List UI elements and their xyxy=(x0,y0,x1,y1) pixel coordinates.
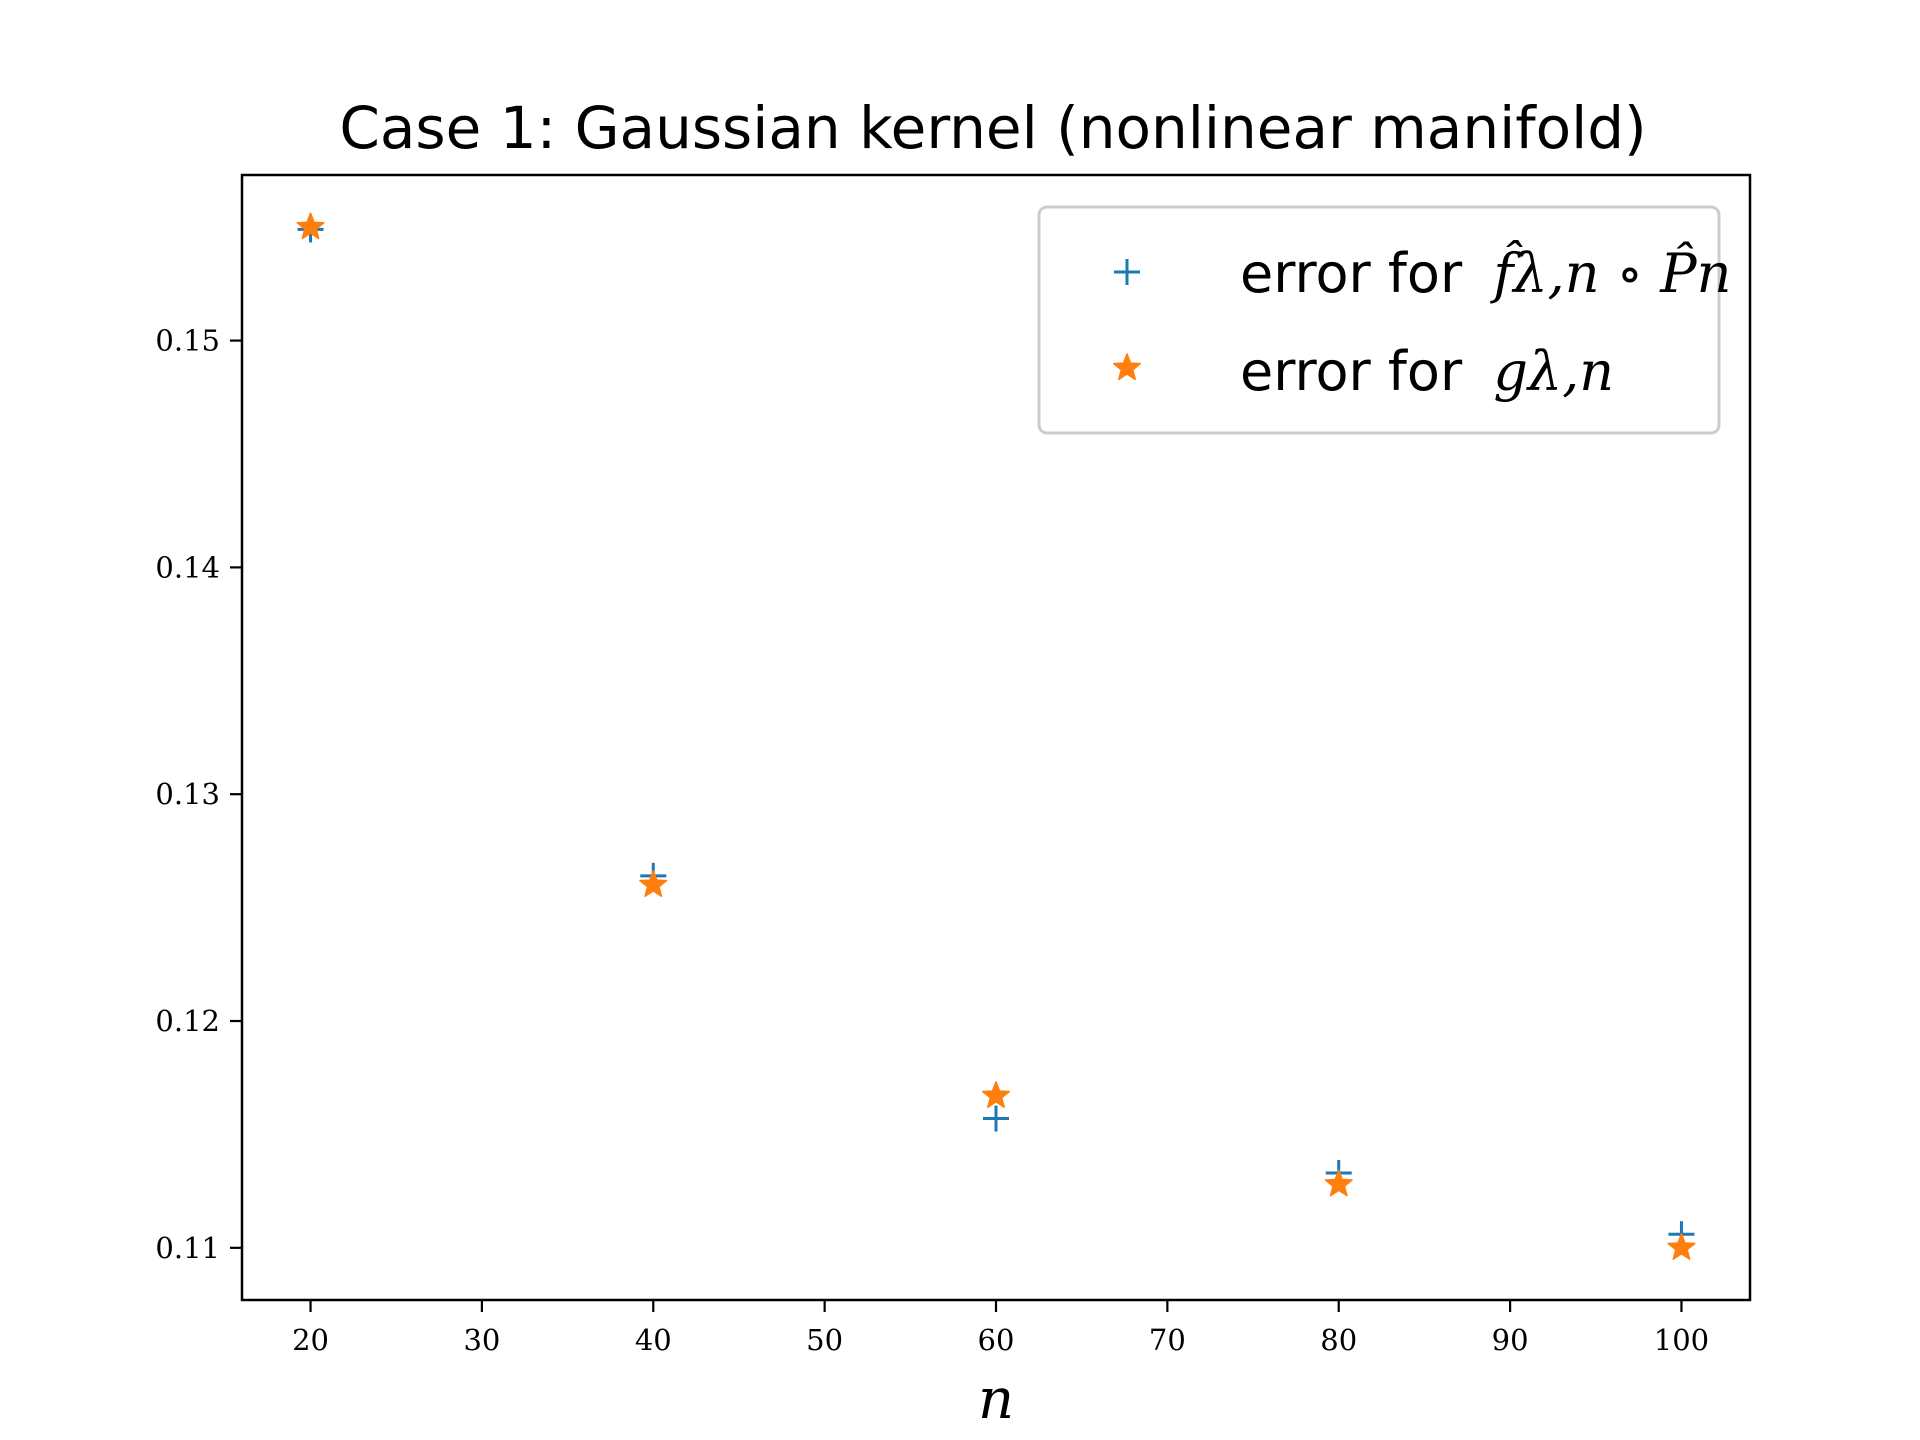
x-tick-label: 30 xyxy=(463,1323,500,1357)
x-tick-label: 70 xyxy=(1149,1323,1186,1357)
legend-label-series-2: error for gλ,n xyxy=(1240,340,1614,403)
x-tick-label: 50 xyxy=(806,1323,843,1357)
legend-label-series-2-text: error for xyxy=(1240,340,1463,403)
legend-label-series-1-math: f̂λ,n ∘ P̂n xyxy=(1489,239,1731,305)
legend-plus-icon xyxy=(1114,259,1140,285)
x-tick-label: 100 xyxy=(1654,1323,1709,1357)
legend-label-series-1: error for f̂λ,n ∘ P̂n xyxy=(1240,239,1731,305)
y-tick-label: 0.14 xyxy=(155,550,220,584)
y-tick-label: 0.15 xyxy=(155,324,220,358)
x-tick-label: 90 xyxy=(1492,1323,1529,1357)
data-point-series-1-plus xyxy=(983,1105,1009,1132)
legend-marker-series-2 xyxy=(1112,353,1142,381)
data-point-series-2-star xyxy=(296,212,325,240)
data-point-series-2-star xyxy=(1324,1169,1353,1197)
data-point-series-2-star xyxy=(639,870,668,898)
legend-label-series-2-math: gλ,n xyxy=(1493,340,1614,403)
y-tick-label: 0.11 xyxy=(155,1231,220,1265)
data-point-series-2-star xyxy=(981,1081,1011,1108)
legend: error for f̂λ,n ∘ P̂n error for gλ,n xyxy=(1037,205,1731,435)
data-point-series-2-star xyxy=(1667,1233,1696,1260)
chart-title: Case 1: Gaussian kernel (nonlinear manif… xyxy=(339,94,1646,162)
x-axis-label: n xyxy=(978,1367,1014,1432)
legend-box xyxy=(1037,205,1721,435)
legend-label-series-1-text: error for xyxy=(1240,242,1463,305)
x-tick-label: 60 xyxy=(978,1323,1015,1357)
data-points xyxy=(296,212,1696,1260)
x-axis: 20 30 40 50 60 70 80 90 100 xyxy=(292,1300,1709,1357)
y-axis: 0.11 0.12 0.13 0.14 0.15 xyxy=(155,324,242,1265)
x-tick-label: 80 xyxy=(1320,1323,1357,1357)
y-tick-label: 0.12 xyxy=(155,1004,220,1038)
x-tick-label: 20 xyxy=(292,1323,329,1357)
legend-star-icon xyxy=(1112,353,1142,381)
y-tick-label: 0.13 xyxy=(155,777,220,811)
x-tick-label: 40 xyxy=(635,1323,672,1357)
legend-marker-series-1 xyxy=(1114,259,1140,285)
